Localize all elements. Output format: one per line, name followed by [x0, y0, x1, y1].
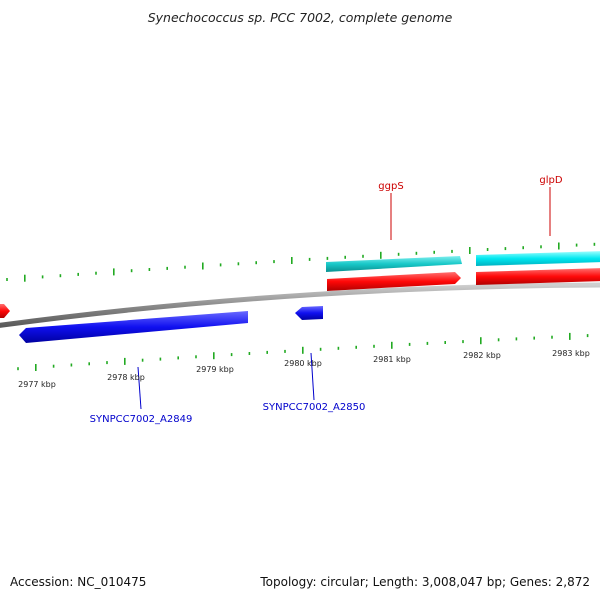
gene-ggpS-arrow[interactable]: [327, 272, 461, 291]
gene-left-partial-arrow[interactable]: [0, 304, 10, 318]
scale-label: 2982 kbp: [463, 351, 501, 360]
gene-label-SYNPCC7002_A2850[interactable]: SYNPCC7002_A2850: [263, 402, 366, 413]
gene-SYNPCC7002_A2850-arrow[interactable]: [295, 306, 323, 320]
map-title: Synechococcus sp. PCC 7002, complete gen…: [147, 10, 453, 25]
genome-backbone: [0, 282, 600, 328]
genome-summary-text: Topology: circular; Length: 3,008,047 bp…: [260, 575, 590, 589]
lower-tick-row: [17, 332, 589, 371]
scale-label: 2978 kbp: [107, 373, 145, 382]
gene-label-SYNPCC7002_A2849[interactable]: SYNPCC7002_A2849: [90, 414, 193, 425]
accession-text: Accession: NC_010475: [10, 575, 147, 589]
gene-label-glpD[interactable]: glpD: [539, 175, 562, 186]
scale-label: 2977 kbp: [18, 380, 56, 389]
A2849-leader-line: [137, 366, 142, 410]
gene-glpD-arrow[interactable]: [476, 268, 600, 285]
upper-tick-row: [6, 242, 596, 282]
scale-label: 2980 kbp: [284, 359, 322, 368]
gene-ggpS-top-bar[interactable]: [326, 256, 462, 272]
scale-label: 2983 kbp: [552, 349, 590, 358]
gene-SYNPCC7002_A2849-arrow[interactable]: [19, 311, 248, 343]
scale-label: 2979 kbp: [196, 365, 234, 374]
gene-label-ggpS[interactable]: ggpS: [378, 181, 403, 192]
scale-label: 2981 kbp: [373, 355, 411, 364]
gene-glpD-top-bar[interactable]: [476, 251, 600, 266]
A2850-leader-line: [310, 352, 315, 401]
